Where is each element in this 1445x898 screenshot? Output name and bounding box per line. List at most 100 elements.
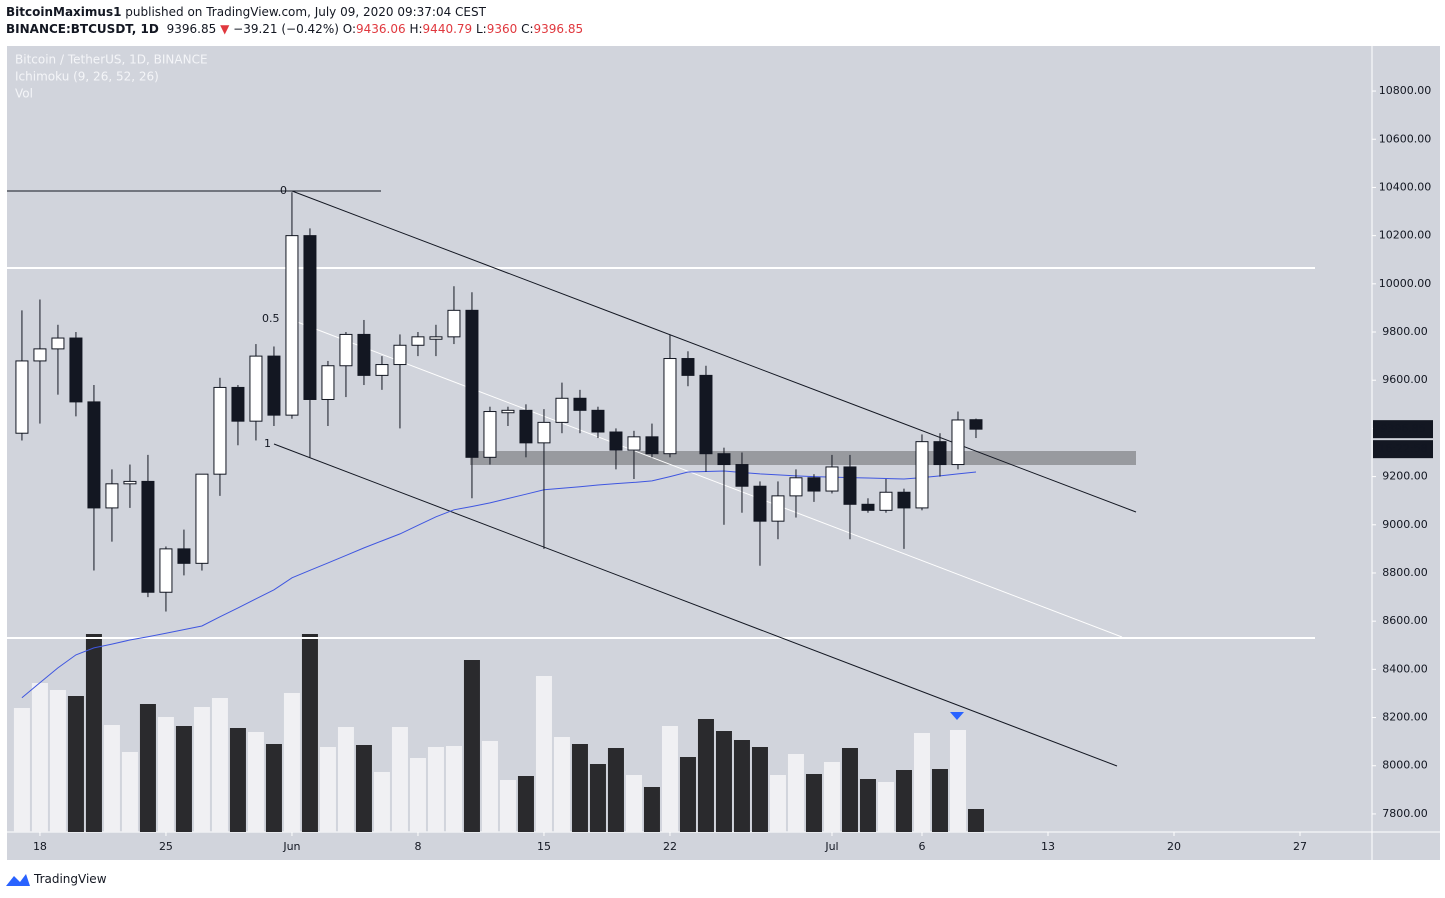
candle-body [87,401,101,509]
candle-body [555,397,569,423]
volume-bar [571,744,588,832]
volume-bar [553,737,570,832]
candle-body [141,480,155,593]
candle-body [357,333,371,376]
candle-body [573,397,587,411]
price-box [1373,420,1433,439]
candle-body [537,421,551,444]
x-tick-label: 27 [1293,840,1307,853]
volume-bar [913,733,930,832]
volume-bar [103,725,120,832]
y-tick-label: 8600.00 [1382,614,1428,627]
published: published on TradingView.com, July 09, 2… [125,5,486,19]
volume-bar [661,726,678,832]
volume-bar [463,660,480,832]
volume-bar [697,719,714,832]
l-label: L: [476,22,487,36]
candle-body [879,491,893,511]
candle-body [825,466,839,492]
volume-bar [841,748,858,832]
author[interactable]: BitcoinMaximus1 [6,5,122,19]
volume-bar [517,776,534,832]
volume-bar [283,693,300,832]
candle-body [429,336,443,340]
volume-bar [895,770,912,832]
x-tick-label: 6 [918,840,925,853]
channel-line [291,190,1137,513]
price-box-label: 9396.85 [1380,422,1426,435]
volume-bar [391,727,408,832]
price-axis-background [1372,46,1440,832]
o-label: O: [342,22,357,36]
candle-body [753,485,767,522]
down-arrow: ▼ [220,22,230,36]
volume-bar [301,634,318,832]
candle-body [771,495,785,522]
header-line-2: BINANCE:BTCUSDT, 1D 9396.85 ▼ −39.21 (−0… [6,22,583,36]
legend-indicator: Vol [15,87,33,101]
symbol: BINANCE:BTCUSDT, 1D [6,22,159,36]
volume-bar [337,727,354,832]
candle-body [447,309,461,338]
x-tick-label: 18 [33,840,47,853]
c-label: C: [521,22,534,36]
candle-body [915,441,929,509]
candle-body [195,473,209,564]
candle-body [483,411,497,458]
volume-layer [13,634,984,832]
candle-body [681,358,695,376]
volume-bar [409,758,426,832]
legend-title: Bitcoin / TetherUS, 1D, BINANCE [15,53,208,67]
volume-bar [715,731,732,832]
candle-body [897,491,911,509]
volume-bar [967,809,984,832]
price-layer [15,192,983,699]
x-tick-label: 8 [414,840,421,853]
candle-body [807,477,821,492]
volume-bar [499,780,516,832]
candle-body [105,483,119,509]
candle-body [339,333,353,367]
y-tick-label: 9600.00 [1382,373,1428,386]
candle-body [645,436,659,455]
candle-body [951,419,965,466]
volume-bar [787,754,804,832]
volume-bar [481,741,498,832]
candle-body [249,355,263,422]
x-tick-label: 22 [663,840,677,853]
volume-bar [445,746,462,832]
volume-bar [733,740,750,832]
candle-body [699,374,713,455]
candle-body [609,431,623,451]
legend-indicator: Ichimoku (9, 26, 52, 26) [15,70,159,84]
volume-bar [13,708,30,832]
candle-body [213,386,227,475]
volume-bar [157,717,174,832]
candle-body [627,436,641,451]
fib-label: 1 [264,437,271,450]
y-tick-label: 7800.00 [1382,807,1428,820]
candle-body [501,409,515,414]
fib-label: 0 [280,184,287,197]
volume-bar [427,747,444,832]
volume-bar [85,634,102,832]
candle-body [789,477,803,497]
candle-body [303,235,317,400]
plot-background [7,46,1372,832]
fib-label: 0.5 [262,312,280,325]
c-value: 9396.85 [533,22,584,36]
volume-bar [265,744,282,832]
x-tick-label: 25 [159,840,173,853]
x-tick-label: 20 [1167,840,1181,853]
volume-bar [589,764,606,832]
volume-bar [679,757,696,832]
candle-body [591,409,605,433]
volume-bar [319,747,336,832]
support-zone [470,451,1136,465]
y-tick-label: 10200.00 [1379,229,1432,242]
volume-bar [355,745,372,832]
y-tick-label: 8800.00 [1382,566,1428,579]
candle-body [663,358,677,455]
